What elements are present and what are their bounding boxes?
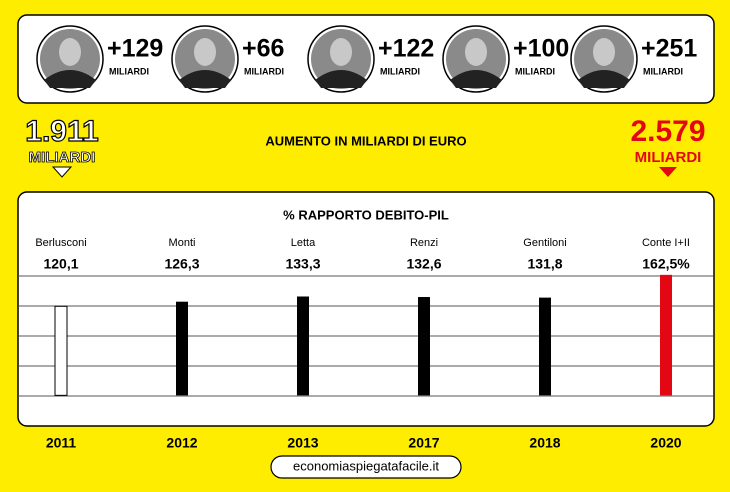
start-unit: MILIARDI	[29, 149, 96, 166]
portrait-body	[44, 70, 96, 88]
leader-name: Renzi	[410, 237, 438, 249]
x-tick-label: 2020	[650, 435, 681, 451]
middle-label: AUMENTO IN MILIARDI DI EURO	[265, 133, 466, 148]
leader-name: Berlusconi	[35, 237, 86, 249]
portrait-head	[59, 38, 81, 66]
leader-name: Conte I+II	[642, 237, 690, 249]
footer-pill	[270, 455, 462, 479]
amount: +100	[513, 35, 569, 63]
amount: +251	[641, 35, 697, 63]
portrait-head	[465, 38, 487, 66]
portrait-body	[450, 70, 502, 88]
amount: +122	[378, 35, 434, 63]
end-unit: MILIARDI	[635, 149, 702, 166]
bar	[176, 301, 188, 396]
portrait-body	[578, 70, 630, 88]
amount-unit: MILIARDI	[244, 66, 284, 76]
value-label: 126,3	[164, 256, 199, 272]
value-label: 131,8	[527, 256, 562, 272]
start-arrow	[51, 166, 73, 178]
value-label: 120,1	[43, 256, 78, 272]
start-amount: 1.911	[25, 115, 98, 148]
x-tick-label: 2012	[166, 435, 197, 451]
chart-panel	[17, 191, 715, 427]
leader-name: Monti	[169, 237, 196, 249]
value-label: 132,6	[406, 256, 441, 272]
portrait-body	[179, 70, 231, 88]
amount-unit: MILIARDI	[515, 66, 555, 76]
portrait-head	[194, 38, 216, 66]
end-amount: 2.579	[630, 115, 705, 148]
amount-unit: MILIARDI	[380, 66, 420, 76]
amount-unit: MILIARDI	[643, 66, 683, 76]
amount: +66	[242, 35, 284, 63]
end-arrow	[659, 167, 677, 177]
bar	[54, 305, 68, 396]
amount-unit: MILIARDI	[109, 66, 149, 76]
bar	[539, 297, 551, 396]
value-label: 133,3	[285, 256, 320, 272]
bar	[418, 297, 430, 396]
x-tick-label: 2013	[287, 435, 318, 451]
portrait-body	[315, 70, 367, 88]
x-tick-label: 2017	[408, 435, 439, 451]
leader-name: Letta	[291, 237, 316, 249]
leader-name: Gentiloni	[523, 237, 566, 249]
bar	[660, 274, 672, 396]
grid	[19, 275, 713, 397]
portrait-head	[593, 38, 615, 66]
bar	[297, 296, 309, 396]
chart-title: % RAPPORTO DEBITO-PIL	[283, 207, 449, 222]
amount: +129	[107, 35, 163, 63]
value-label: 162,5%	[642, 256, 690, 272]
x-tick-label: 2011	[46, 435, 77, 451]
portrait-head	[330, 38, 352, 66]
footer: economiaspiegatafacile.it	[293, 458, 439, 473]
x-tick-label: 2018	[529, 435, 560, 451]
